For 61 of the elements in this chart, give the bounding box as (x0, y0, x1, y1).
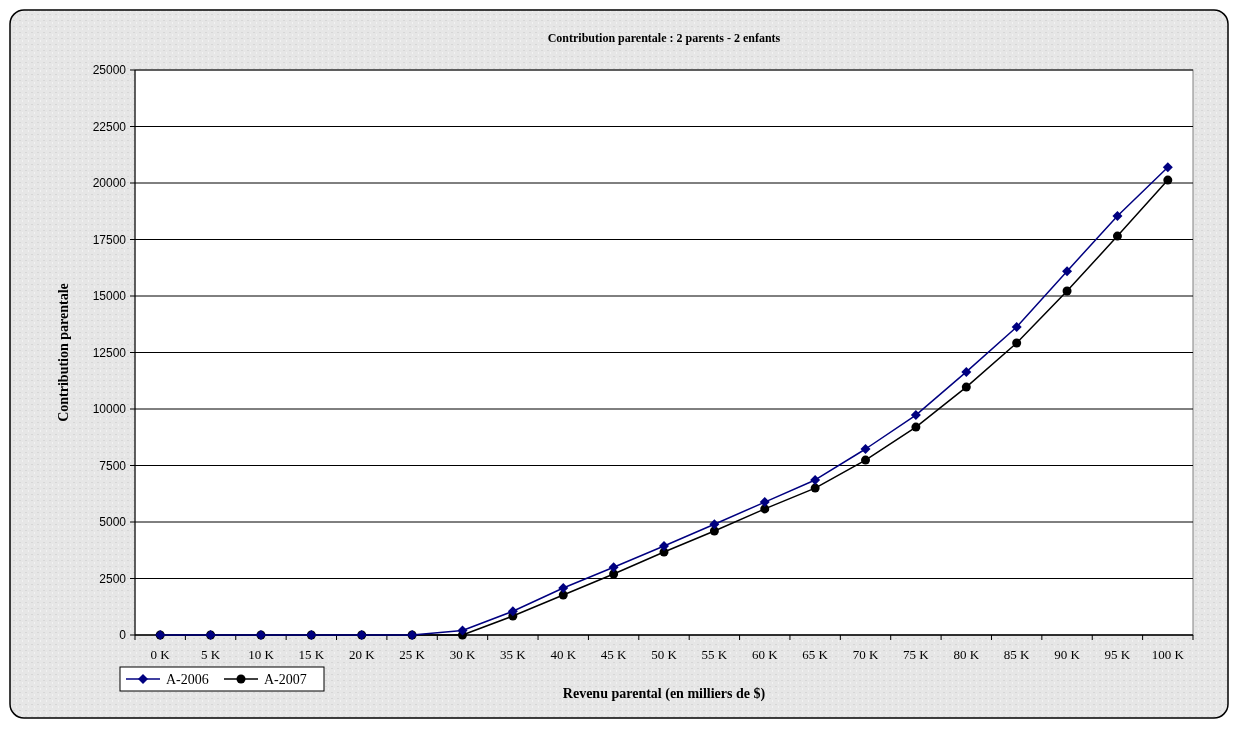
x-tick-label: 40 K (550, 647, 577, 662)
point (507, 606, 518, 617)
chart-title: Contribution parentale : 2 parents - 2 enfants (547, 31, 781, 45)
point (810, 483, 820, 493)
point (1062, 286, 1072, 296)
point (709, 526, 719, 536)
point (1112, 231, 1122, 241)
x-tick-label: 45 K (600, 647, 628, 662)
x-tick-label: 25 K (399, 647, 426, 662)
x-tick-label: 5 K (201, 647, 221, 662)
point (861, 455, 871, 465)
x-tick-label: 85 K (1003, 647, 1031, 662)
point (911, 422, 921, 432)
y-tick-label: 7500 (99, 458, 127, 473)
x-tick-label: 20 K (348, 647, 376, 662)
y-tick-label: 15000 (92, 289, 127, 304)
point (961, 382, 971, 392)
point (608, 562, 619, 573)
x-tick-label: 15 K (298, 647, 325, 662)
y-tick-label: 22500 (92, 119, 127, 134)
x-tick-label: 65 K (802, 647, 829, 662)
point (659, 540, 669, 551)
y-tick-label: 5000 (99, 515, 127, 530)
x-tick-label: 30 K (449, 647, 476, 662)
point (961, 366, 972, 377)
point (1012, 338, 1022, 348)
x-tick-label: 70 K (852, 647, 879, 662)
point (1162, 162, 1173, 173)
legend-label: A-2007 (264, 671, 307, 687)
x-tick-label: 100 K (1151, 647, 1185, 662)
x-tick-label: 95 K (1104, 647, 1131, 662)
point (709, 519, 720, 530)
y-tick-label: 2500 (99, 571, 127, 586)
x-axis-title: Revenu parental (en milliers de $) (562, 686, 766, 702)
point (558, 582, 569, 593)
x-tick-label: 10 K (248, 647, 275, 662)
x-tick-label: 60 K (751, 647, 779, 662)
x-tick-label: 80 K (953, 647, 980, 662)
x-tick-label: 90 K (1054, 647, 1081, 662)
point (1011, 321, 1022, 332)
x-tick-label: 35 K (500, 647, 527, 662)
point (860, 444, 871, 454)
y-tick-label: 17500 (92, 232, 127, 247)
point (457, 625, 468, 636)
x-tick-label: 75 K (903, 647, 930, 662)
point (1163, 175, 1173, 185)
y-tick-label: 25000 (92, 63, 127, 78)
x-tick-label: 55 K (701, 647, 728, 662)
y-tick-label: 10000 (92, 402, 127, 417)
point (1112, 211, 1123, 221)
point (759, 497, 770, 508)
point (1062, 266, 1073, 277)
x-tick-label: 50 K (651, 647, 678, 662)
legend-label: A-2006 (166, 671, 209, 687)
y-tick-label: 20000 (92, 176, 127, 191)
x-tick-label: 0 K (150, 647, 171, 662)
y-tick-label: 12500 (92, 345, 127, 360)
point (910, 410, 921, 421)
y-axis-title: Contribution parentale (56, 283, 71, 422)
y-tick-label: 0 (119, 628, 127, 643)
point (810, 474, 821, 485)
